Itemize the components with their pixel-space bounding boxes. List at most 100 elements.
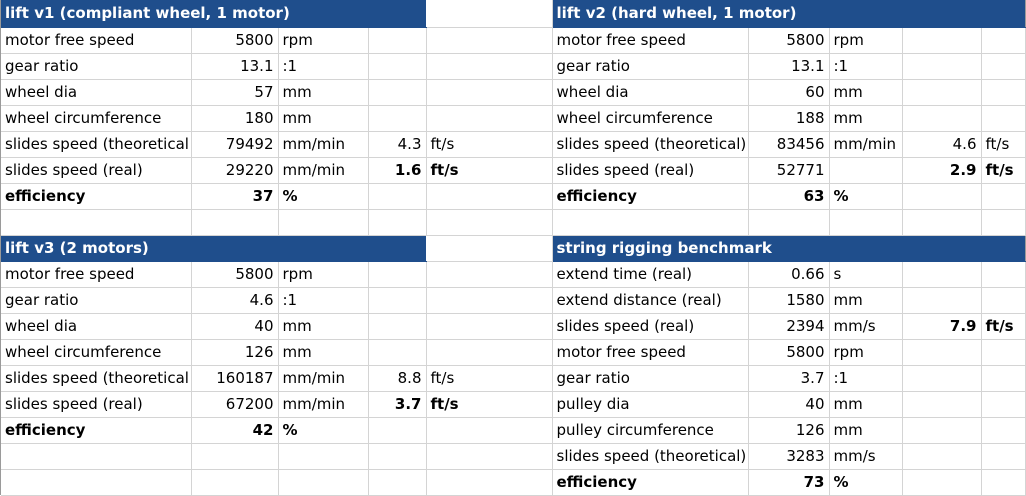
row-unit-2[interactable] xyxy=(426,287,553,314)
spreadsheet-cell[interactable] xyxy=(902,209,982,236)
spreadsheet-cell[interactable] xyxy=(191,469,279,496)
row-value-2[interactable] xyxy=(902,443,982,470)
row-unit-2[interactable] xyxy=(426,339,553,366)
row-value-2[interactable] xyxy=(902,365,982,392)
row-value[interactable]: 42 xyxy=(191,417,279,444)
row-unit[interactable]: mm xyxy=(278,105,369,132)
row-value-2[interactable] xyxy=(902,339,982,366)
row-label[interactable]: extend time (real) xyxy=(552,261,749,288)
row-unit-2[interactable] xyxy=(426,79,553,106)
row-unit-2[interactable]: ft/s xyxy=(426,391,553,418)
row-unit-2[interactable] xyxy=(981,183,1026,210)
row-unit[interactable]: :1 xyxy=(278,53,369,80)
row-unit[interactable]: rpm xyxy=(829,27,903,54)
row-unit[interactable]: mm xyxy=(829,417,903,444)
row-unit[interactable]: % xyxy=(829,469,903,496)
spreadsheet-cell[interactable] xyxy=(1,469,192,496)
row-value[interactable]: 5800 xyxy=(748,339,830,366)
row-value-2[interactable]: 3.7 xyxy=(368,391,427,418)
row-value-2[interactable]: 4.3 xyxy=(368,131,427,158)
row-label[interactable]: motor free speed xyxy=(1,261,192,288)
spreadsheet-cell[interactable] xyxy=(748,209,830,236)
spreadsheet-cell[interactable] xyxy=(278,443,369,470)
spreadsheet-cell[interactable] xyxy=(552,209,749,236)
row-value-2[interactable] xyxy=(902,53,982,80)
row-unit-2[interactable] xyxy=(426,417,553,444)
row-unit[interactable]: % xyxy=(829,183,903,210)
row-value[interactable]: 13.1 xyxy=(191,53,279,80)
row-unit-2[interactable] xyxy=(981,27,1026,54)
row-value[interactable]: 4.6 xyxy=(191,287,279,314)
row-value-2[interactable] xyxy=(368,183,427,210)
row-value-2[interactable] xyxy=(368,417,427,444)
row-unit-2[interactable] xyxy=(981,53,1026,80)
row-value-2[interactable]: 7.9 xyxy=(902,313,982,340)
row-label[interactable]: wheel circumference xyxy=(552,105,749,132)
row-value-2[interactable] xyxy=(368,261,427,288)
spreadsheet-cell[interactable] xyxy=(426,209,553,236)
row-unit[interactable]: :1 xyxy=(829,53,903,80)
row-unit-2[interactable]: ft/s xyxy=(426,157,553,184)
row-unit[interactable]: mm/min xyxy=(829,131,903,158)
spreadsheet-cell[interactable] xyxy=(278,209,369,236)
row-value[interactable]: 5800 xyxy=(191,27,279,54)
row-unit-2[interactable]: ft/s xyxy=(426,131,553,158)
row-label[interactable]: gear ratio xyxy=(1,53,192,80)
row-value[interactable]: 188 xyxy=(748,105,830,132)
row-unit-2[interactable] xyxy=(426,105,553,132)
row-unit[interactable]: :1 xyxy=(829,365,903,392)
row-unit[interactable]: mm xyxy=(278,339,369,366)
row-value[interactable]: 52771 xyxy=(748,157,830,184)
spreadsheet-cell[interactable] xyxy=(1,209,192,236)
row-value[interactable]: 126 xyxy=(748,417,830,444)
row-value-2[interactable] xyxy=(902,105,982,132)
row-label[interactable]: wheel dia xyxy=(1,79,192,106)
row-label[interactable]: slides speed (theoretical xyxy=(1,131,192,158)
spreadsheet-cell[interactable] xyxy=(368,209,427,236)
row-unit[interactable]: mm/min xyxy=(278,131,369,158)
row-value[interactable]: 1580 xyxy=(748,287,830,314)
row-label[interactable]: wheel dia xyxy=(552,79,749,106)
row-label[interactable]: gear ratio xyxy=(552,365,749,392)
section-title-string-rigging[interactable]: string rigging benchmark xyxy=(552,235,1026,262)
row-unit-2[interactable] xyxy=(981,339,1026,366)
row-label[interactable]: motor free speed xyxy=(552,339,749,366)
row-unit[interactable]: mm/s xyxy=(829,313,903,340)
row-value-2[interactable] xyxy=(902,417,982,444)
row-value[interactable]: 5800 xyxy=(191,261,279,288)
row-unit-2[interactable] xyxy=(981,79,1026,106)
row-value-2[interactable] xyxy=(368,339,427,366)
row-value-2[interactable] xyxy=(368,53,427,80)
row-value-2[interactable] xyxy=(902,391,982,418)
row-label[interactable]: efficiency xyxy=(1,417,192,444)
row-unit-2[interactable] xyxy=(981,443,1026,470)
row-label[interactable]: pulley dia xyxy=(552,391,749,418)
row-unit-2[interactable] xyxy=(981,469,1026,496)
row-value[interactable]: 3283 xyxy=(748,443,830,470)
row-unit[interactable]: mm/min xyxy=(278,365,369,392)
row-unit[interactable]: rpm xyxy=(278,27,369,54)
row-unit[interactable]: s xyxy=(829,261,903,288)
row-value-2[interactable]: 1.6 xyxy=(368,157,427,184)
row-unit-2[interactable] xyxy=(426,53,553,80)
row-label[interactable]: efficiency xyxy=(552,469,749,496)
row-label[interactable]: motor free speed xyxy=(1,27,192,54)
row-label[interactable]: gear ratio xyxy=(552,53,749,80)
row-unit-2[interactable] xyxy=(981,391,1026,418)
row-unit-2[interactable] xyxy=(981,105,1026,132)
row-unit-2[interactable]: ft/s xyxy=(981,313,1026,340)
row-label[interactable]: slides speed (real) xyxy=(552,313,749,340)
row-label[interactable]: slides speed (real) xyxy=(552,157,749,184)
row-unit-2[interactable]: ft/s xyxy=(981,157,1026,184)
section-title-lift-v2[interactable]: lift v2 (hard wheel, 1 motor) xyxy=(552,0,1026,28)
row-value[interactable]: 160187 xyxy=(191,365,279,392)
row-value-2[interactable] xyxy=(902,261,982,288)
row-unit[interactable]: rpm xyxy=(829,339,903,366)
spreadsheet-cell[interactable] xyxy=(829,209,903,236)
row-value-2[interactable]: 8.8 xyxy=(368,365,427,392)
row-label[interactable]: gear ratio xyxy=(1,287,192,314)
spreadsheet-cell[interactable] xyxy=(368,469,427,496)
row-unit[interactable]: mm/min xyxy=(278,391,369,418)
row-unit-2[interactable]: ft/s xyxy=(981,131,1026,158)
row-label[interactable]: efficiency xyxy=(1,183,192,210)
